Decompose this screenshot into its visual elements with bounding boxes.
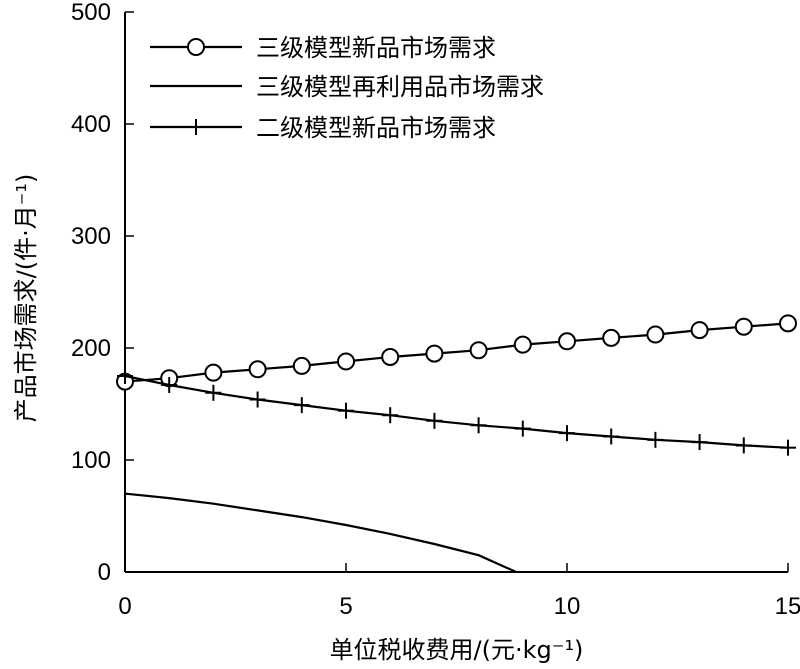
series-0-point xyxy=(734,317,753,336)
y-tick-label: 200 xyxy=(71,335,111,362)
series-2-point xyxy=(603,428,620,445)
series-2-point xyxy=(338,402,354,419)
legend-marker xyxy=(188,119,204,135)
series-0-line xyxy=(124,322,789,383)
y-tick-label: 400 xyxy=(71,111,111,138)
series-2-point xyxy=(161,376,178,393)
legend-entry-1: 三级模型再利用品市场需求 xyxy=(150,73,544,101)
series-2-line xyxy=(124,374,789,449)
series-2-point xyxy=(780,439,796,456)
x-axis-title: 单位税收费用/(元·kg⁻¹) xyxy=(330,636,584,664)
series-0-point xyxy=(425,344,444,363)
series-2-point xyxy=(249,391,266,408)
x-tick-label: 15 xyxy=(775,593,800,620)
series-2-point xyxy=(117,368,133,384)
y-tick-label: 0 xyxy=(98,559,111,586)
x-tick-label: 10 xyxy=(554,593,581,620)
series-0-point xyxy=(779,314,797,333)
series-2-point xyxy=(647,431,664,448)
series-0-point xyxy=(646,325,665,344)
series-2-point xyxy=(293,397,310,414)
series-2-point xyxy=(426,412,443,429)
series-0-point xyxy=(337,352,355,371)
legend-entry-2: 二级模型新品市场需求 xyxy=(150,114,496,142)
series-1-line xyxy=(124,492,517,574)
x-tick-label: 0 xyxy=(118,593,131,620)
series-2-point xyxy=(470,417,487,434)
series-0-point xyxy=(513,335,532,354)
series-0-point xyxy=(558,332,576,351)
legend-label: 二级模型新品市场需求 xyxy=(256,114,496,142)
series-0-point xyxy=(292,356,311,375)
series-0-point xyxy=(469,341,488,360)
series-0-point xyxy=(248,360,267,379)
series-0 xyxy=(116,314,797,391)
series-2-point xyxy=(691,434,708,451)
series-0-point xyxy=(381,347,400,366)
legend-marker xyxy=(187,38,205,56)
y-axis-title: 产品市场需求/(件·月⁻¹) xyxy=(12,174,40,423)
series-2-point xyxy=(205,384,222,401)
series-0-point xyxy=(690,321,709,340)
legend-label: 三级模型再利用品市场需求 xyxy=(256,73,544,101)
axes: 0 5 10 15 0 100 200 300 400 500 xyxy=(71,0,800,620)
series-0-point xyxy=(204,363,223,382)
series-2-point xyxy=(735,437,752,454)
series-2-point xyxy=(514,420,531,437)
legend-label: 三级模型新品市场需求 xyxy=(256,34,496,62)
series-2 xyxy=(117,368,796,456)
series-layer xyxy=(116,314,797,574)
series-2-point xyxy=(382,407,399,424)
series-0-point xyxy=(602,328,621,347)
y-tick-label: 100 xyxy=(71,447,111,474)
y-tick-label: 500 xyxy=(71,0,111,26)
series-2-point xyxy=(559,425,575,442)
series-1 xyxy=(124,492,517,574)
legend-entry-0: 三级模型新品市场需求 xyxy=(150,34,496,62)
x-tick-label: 5 xyxy=(339,593,352,620)
y-tick-label: 300 xyxy=(71,223,111,250)
